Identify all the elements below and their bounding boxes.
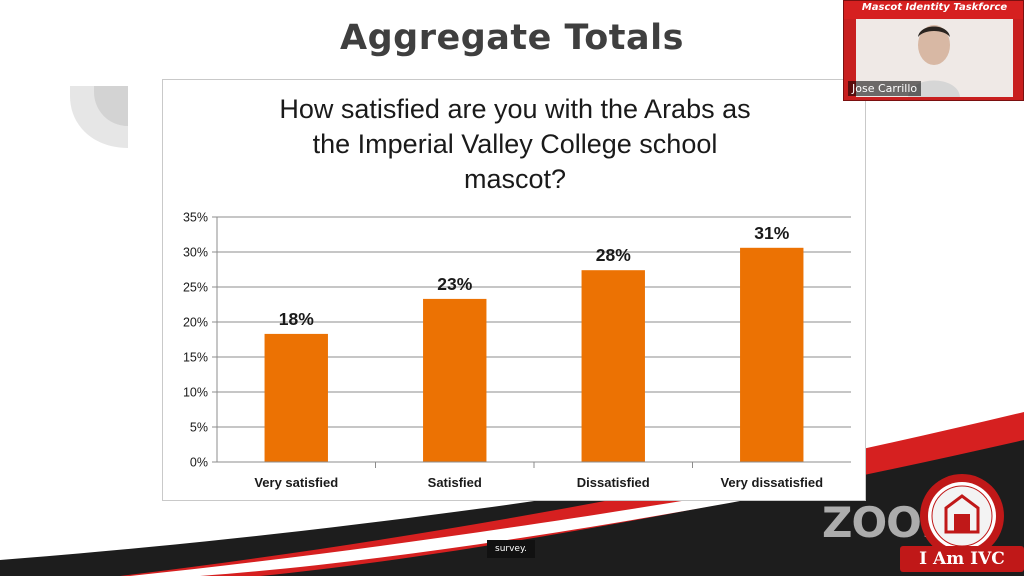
- chart-title-line: How satisfied are you with the Arabs as: [279, 94, 750, 124]
- y-tick-label: 25%: [183, 281, 208, 295]
- x-tick-label: Satisfied: [428, 475, 482, 490]
- x-tick-label: Very dissatisfied: [720, 475, 823, 490]
- chart-axes: [216, 217, 851, 463]
- chart-panel: How satisfied are you with the Arabs as t…: [162, 79, 866, 501]
- data-label: 23%: [437, 274, 472, 294]
- data-label: 28%: [596, 245, 631, 265]
- imperial-valley-college-logo: [900, 474, 1024, 572]
- bar-chart: How satisfied are you with the Arabs as t…: [183, 94, 851, 490]
- caption-text: survey.: [487, 540, 535, 558]
- slide-decoration-arc: [70, 86, 128, 148]
- data-label: 31%: [754, 223, 789, 243]
- logo-tagline: I Am IVC: [919, 549, 1005, 569]
- data-label: 18%: [279, 309, 314, 329]
- y-tick-label: 35%: [183, 211, 208, 225]
- y-tick-label: 15%: [183, 351, 208, 365]
- y-tick-label: 0%: [190, 456, 208, 470]
- x-axis-tick-labels: Very satisfied Satisfied Dissatisfied Very …: [254, 462, 823, 490]
- y-tick-label: 20%: [183, 316, 208, 330]
- participant-video-tile[interactable]: Mascot Identity Taskforce Jose Carrillo: [843, 0, 1024, 101]
- y-tick-label: 30%: [183, 246, 208, 260]
- chart-data-labels: 18% 23% 28% 31%: [279, 223, 790, 329]
- chart-title-line: mascot?: [464, 164, 566, 194]
- chart-title: How satisfied are you with the Arabs as t…: [279, 94, 750, 194]
- chart-title-line: the Imperial Valley College school: [313, 129, 718, 159]
- y-axis-tick-labels: 0% 5% 10% 15% 20% 25% 30% 35%: [183, 211, 208, 470]
- slide-title: Aggregate Totals: [340, 18, 684, 58]
- x-tick-label: Dissatisfied: [577, 475, 650, 490]
- bar: [740, 247, 804, 462]
- bar: [581, 270, 645, 462]
- y-tick-label: 5%: [190, 421, 208, 435]
- video-banner: Mascot Identity Taskforce: [844, 1, 1023, 19]
- x-tick-label: Very satisfied: [254, 475, 338, 490]
- participant-name: Jose Carrillo: [848, 81, 922, 96]
- y-tick-label: 10%: [183, 386, 208, 400]
- bar: [264, 333, 328, 462]
- bar: [423, 298, 487, 462]
- chart-bars: [264, 247, 804, 462]
